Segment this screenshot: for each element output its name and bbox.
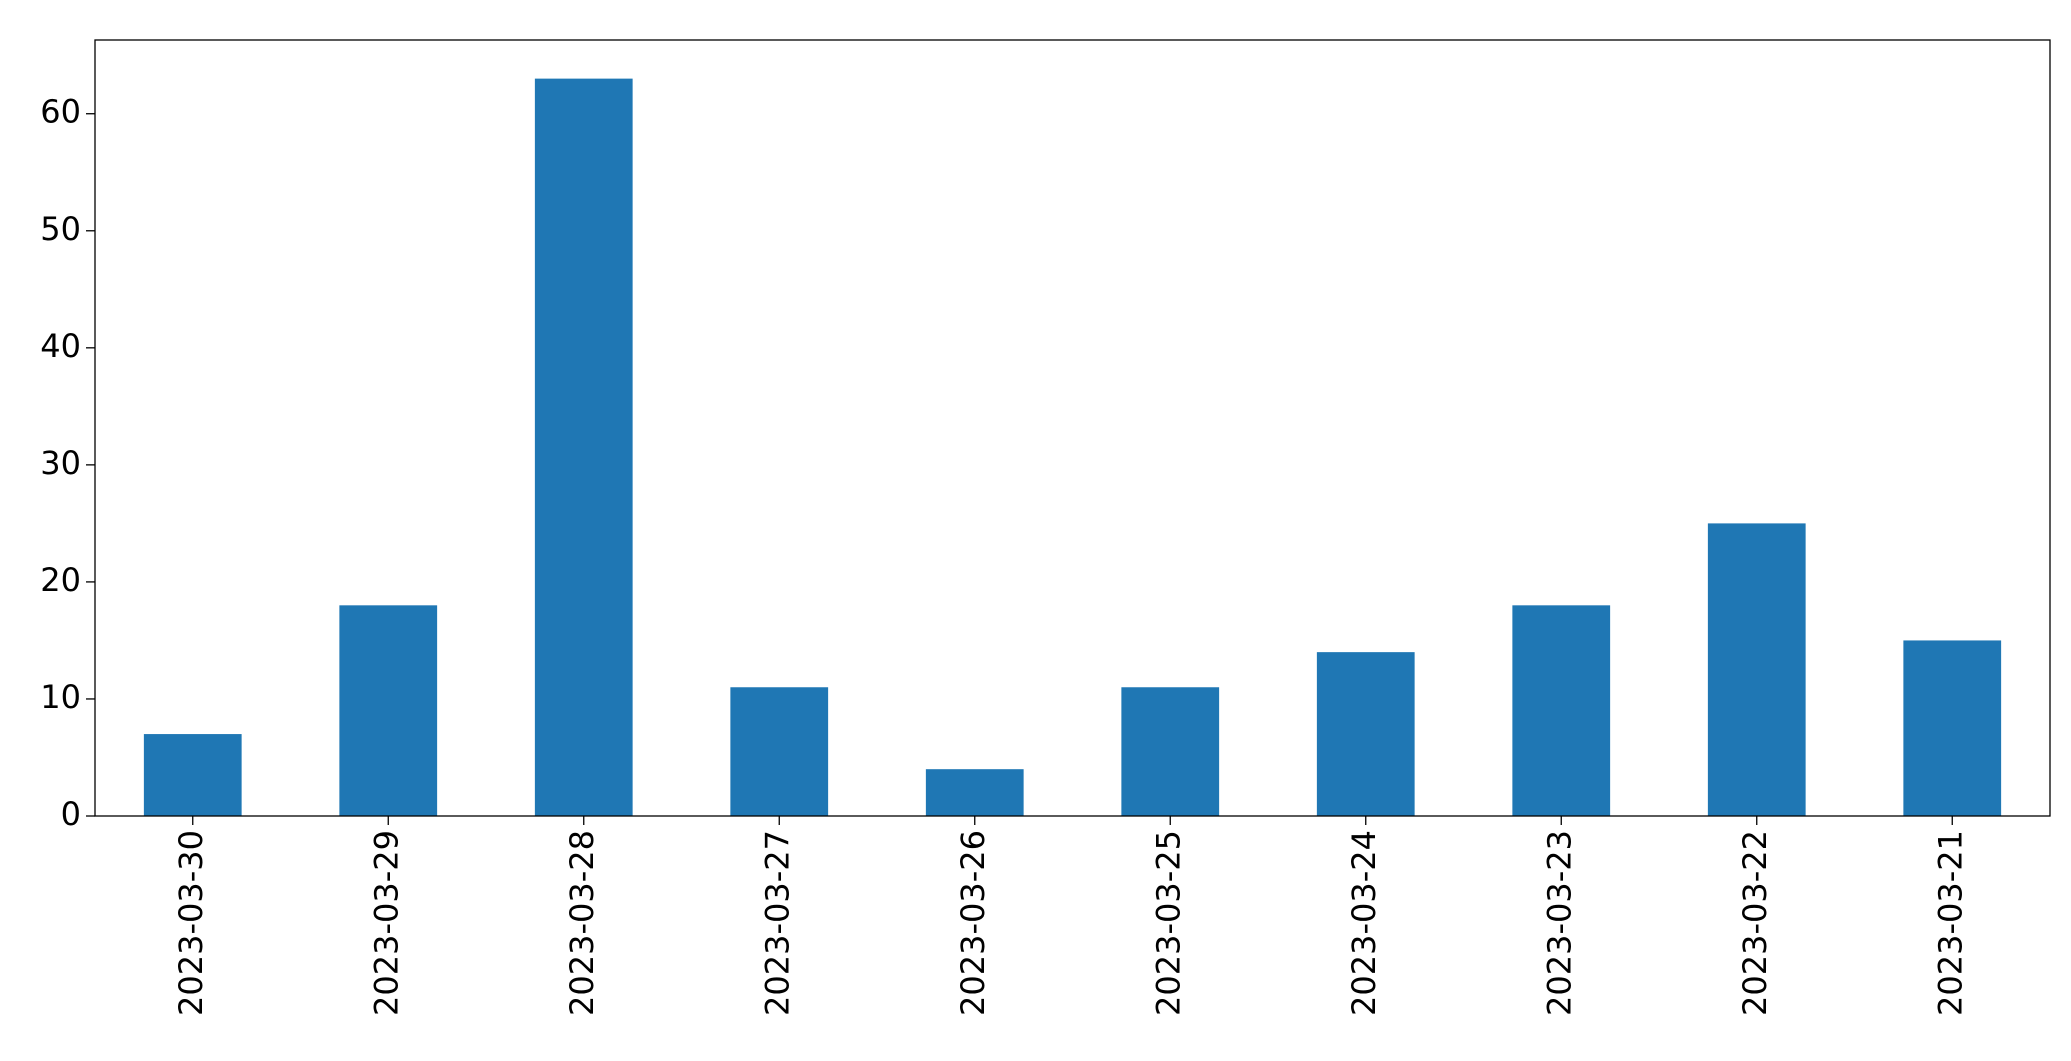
plot-frame <box>94 39 2051 817</box>
y-tick-label: 30 <box>40 444 81 482</box>
x-tick-label: 2023-03-21 <box>1931 830 1969 1016</box>
y-tick-label: 40 <box>40 327 81 365</box>
x-tick-label: 2023-03-23 <box>1540 830 1578 1016</box>
bar <box>534 78 633 816</box>
y-tick-label: 20 <box>40 561 81 599</box>
y-tick-label: 0 <box>61 795 81 833</box>
x-tick-label: 2023-03-27 <box>758 830 796 1016</box>
x-tick-label: 2023-03-30 <box>172 830 210 1016</box>
y-tick-label: 50 <box>40 210 81 248</box>
bar <box>1707 523 1806 816</box>
bar <box>143 734 242 816</box>
x-tick-label: 2023-03-29 <box>367 830 405 1016</box>
x-tick-label: 2023-03-25 <box>1149 830 1187 1016</box>
x-tick-label: 2023-03-24 <box>1345 830 1383 1016</box>
y-tick-label: 10 <box>40 678 81 716</box>
x-tick-label: 2023-03-22 <box>1736 830 1774 1016</box>
bar <box>925 769 1024 816</box>
x-tick-label: 2023-03-26 <box>954 830 992 1016</box>
bar <box>339 605 438 816</box>
bar <box>1316 652 1415 816</box>
y-tick-label: 60 <box>40 93 81 131</box>
bar <box>1903 640 2002 816</box>
bar <box>1512 605 1611 816</box>
bar <box>730 687 829 816</box>
x-tick-label: 2023-03-28 <box>563 830 601 1016</box>
bar <box>1121 687 1220 816</box>
